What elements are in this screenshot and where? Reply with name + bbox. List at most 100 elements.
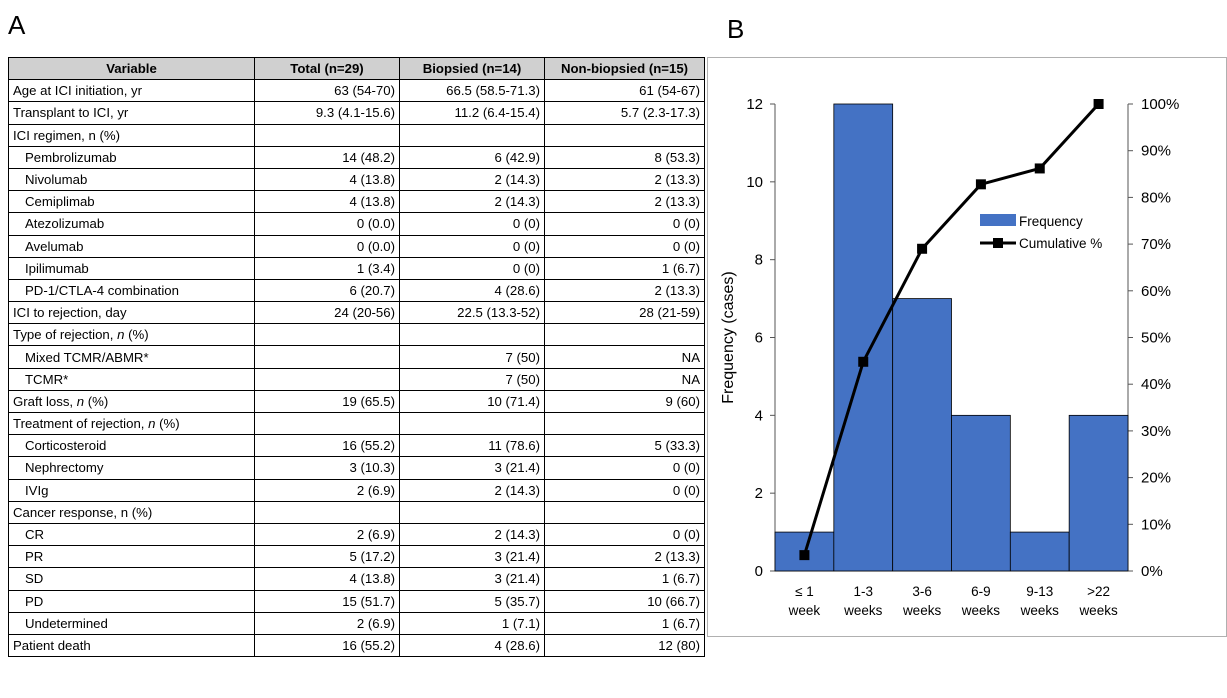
table-row: PR 5 (17.2) 3 (21.4) 2 (13.3)	[8, 545, 705, 569]
cell-nonbiopsied: 5 (33.3)	[544, 434, 705, 458]
cell-nonbiopsied: 12 (80)	[544, 633, 705, 658]
row-variable-label: Undetermined	[8, 611, 255, 635]
cell-nonbiopsied: 0 (0)	[544, 478, 705, 502]
cell-biopsied	[399, 323, 545, 347]
cumulative-line	[802, 102, 1100, 556]
right-tick-label: 80%	[1141, 189, 1171, 206]
left-tick-label: 10	[746, 174, 763, 191]
row-variable-label: Corticosteroid	[8, 434, 255, 458]
cell-nonbiopsied: NA	[544, 367, 705, 391]
table-row: Nephrectomy 3 (10.3) 3 (21.4) 0 (0)	[8, 456, 705, 480]
x-category-label-line2: weeks	[843, 603, 883, 618]
y-axis-title: Frequency (cases)	[720, 271, 737, 404]
left-tick-label: 8	[755, 252, 763, 269]
row-variable-label: Cemiplimab	[8, 190, 255, 214]
x-category-label: 3-6	[912, 584, 932, 599]
row-variable-label: CR	[8, 522, 255, 547]
cell-biopsied: 66.5 (58.5-71.3)	[399, 79, 545, 103]
frequency-bar	[892, 298, 952, 572]
cell-total: 2 (6.9)	[254, 611, 400, 635]
cell-nonbiopsied: 2 (13.3)	[544, 278, 705, 303]
table-row: Pembrolizumab 14 (48.2) 6 (42.9) 8 (53.3)	[8, 145, 705, 169]
x-category-label: 1-3	[853, 584, 873, 599]
row-variable-label: PD-1/CTLA-4 combination	[8, 278, 255, 303]
cell-total: 0 (0.0)	[254, 234, 400, 258]
right-tick-label: 90%	[1141, 143, 1171, 160]
cumulative-marker	[917, 243, 928, 254]
row-variable-label: SD	[8, 567, 255, 591]
cell-biopsied: 2 (14.3)	[399, 167, 545, 192]
table-row: Transplant to ICI, yr 9.3 (4.1-15.6) 11.2 …	[8, 101, 705, 125]
cell-nonbiopsied: 2 (13.3)	[544, 190, 705, 214]
cell-biopsied	[399, 500, 545, 524]
cell-biopsied	[399, 411, 545, 436]
cell-total	[254, 323, 400, 347]
cell-total	[254, 411, 400, 436]
cell-biopsied: 0 (0)	[399, 256, 545, 280]
cell-nonbiopsied: 2 (13.3)	[544, 545, 705, 569]
cell-total: 1 (3.4)	[254, 256, 400, 280]
cell-nonbiopsied	[544, 500, 705, 524]
x-category-label-line2: weeks	[902, 603, 942, 618]
cell-total: 14 (48.2)	[254, 145, 400, 169]
cell-biopsied: 3 (21.4)	[399, 567, 545, 591]
table-header-row: Variable Total (n=29) Biopsied (n=14) No…	[8, 56, 705, 81]
x-category-label-line2: week	[788, 603, 821, 618]
cell-nonbiopsied: 0 (0)	[544, 234, 705, 258]
table-row: ICI to rejection, day 24 (20-56) 22.5 (13.…	[8, 301, 705, 325]
cell-total: 4 (13.8)	[254, 167, 400, 192]
cell-biopsied: 10 (71.4)	[399, 389, 545, 414]
frequency-bar	[1068, 414, 1129, 572]
cell-total: 5 (17.2)	[254, 545, 400, 569]
row-variable-label: Graft loss, n (%)	[8, 389, 255, 414]
row-variable-label: ICI to rejection, day	[8, 301, 255, 325]
legend-cumulative-label: Cumulative %	[1019, 236, 1102, 251]
left-tick-label: 0	[755, 563, 763, 580]
row-variable-label: Nephrectomy	[8, 456, 255, 480]
row-variable-label: Cancer response, n (%)	[8, 500, 255, 524]
cell-nonbiopsied: NA	[544, 345, 705, 369]
right-tick-label: 70%	[1141, 236, 1171, 253]
cumulative-marker	[1093, 99, 1104, 109]
panel-b-label: B	[727, 14, 745, 44]
cell-total	[254, 345, 400, 369]
cell-biopsied: 2 (14.3)	[399, 478, 545, 502]
cell-total: 16 (55.2)	[254, 633, 400, 658]
cell-nonbiopsied: 9 (60)	[544, 389, 705, 414]
cell-nonbiopsied: 61 (54-67)	[544, 79, 705, 103]
table-row: CR 2 (6.9) 2 (14.3) 0 (0)	[8, 522, 705, 547]
table-row: Nivolumab 4 (13.8) 2 (14.3) 2 (13.3)	[8, 167, 705, 192]
cell-biopsied: 0 (0)	[399, 212, 545, 236]
x-category-label-line2: weeks	[1020, 603, 1060, 618]
right-tick-label: 40%	[1141, 376, 1171, 393]
patient-characteristics-table: Variable Total (n=29) Biopsied (n=14) No…	[8, 56, 705, 658]
cell-biopsied: 22.5 (13.3-52)	[399, 301, 545, 325]
cell-total: 2 (6.9)	[254, 522, 400, 547]
cell-nonbiopsied: 1 (6.7)	[544, 611, 705, 635]
cumulative-marker	[858, 356, 869, 367]
right-tick-label: 100%	[1141, 96, 1179, 113]
x-category-label: >22	[1087, 584, 1110, 599]
chart-frame: 0 2 4 6 8 10 12 0% 10% 20% 30% 40% 50% 60% 70% 80% 90% 10…	[707, 57, 1227, 637]
legend-frequency-label: Frequency	[1019, 214, 1083, 229]
left-tick-label: 6	[755, 330, 763, 347]
left-tick-label: 4	[755, 407, 763, 424]
header-biopsied: Biopsied (n=14)	[399, 56, 545, 81]
cell-biopsied: 2 (14.3)	[399, 190, 545, 214]
cell-total: 0 (0.0)	[254, 212, 400, 236]
table-row: Graft loss, n (%) 19 (65.5) 10 (71.4) 9 (60…	[8, 389, 705, 414]
cell-biopsied: 5 (35.7)	[399, 589, 545, 613]
x-category-label-line2: weeks	[961, 603, 1001, 618]
cell-nonbiopsied: 1 (6.7)	[544, 256, 705, 280]
cell-nonbiopsied: 8 (53.3)	[544, 145, 705, 169]
frequency-chart: 0 2 4 6 8 10 12 0% 10% 20% 30% 40% 50% 60% 70% 80% 90% 10…	[720, 96, 1179, 618]
cell-total: 9.3 (4.1-15.6)	[254, 101, 400, 125]
right-tick-label: 60%	[1141, 283, 1171, 300]
cell-nonbiopsied: 28 (21-59)	[544, 301, 705, 325]
cumulative-marker	[799, 550, 810, 561]
table-row: Mixed TCMR/ABMR* 7 (50) NA	[8, 345, 705, 369]
row-variable-label: Mixed TCMR/ABMR*	[8, 345, 255, 369]
cell-biopsied: 1 (7.1)	[399, 611, 545, 635]
table-row: Atezolizumab 0 (0.0) 0 (0) 0 (0)	[8, 212, 705, 236]
legend-frequency-swatch	[980, 214, 1016, 226]
